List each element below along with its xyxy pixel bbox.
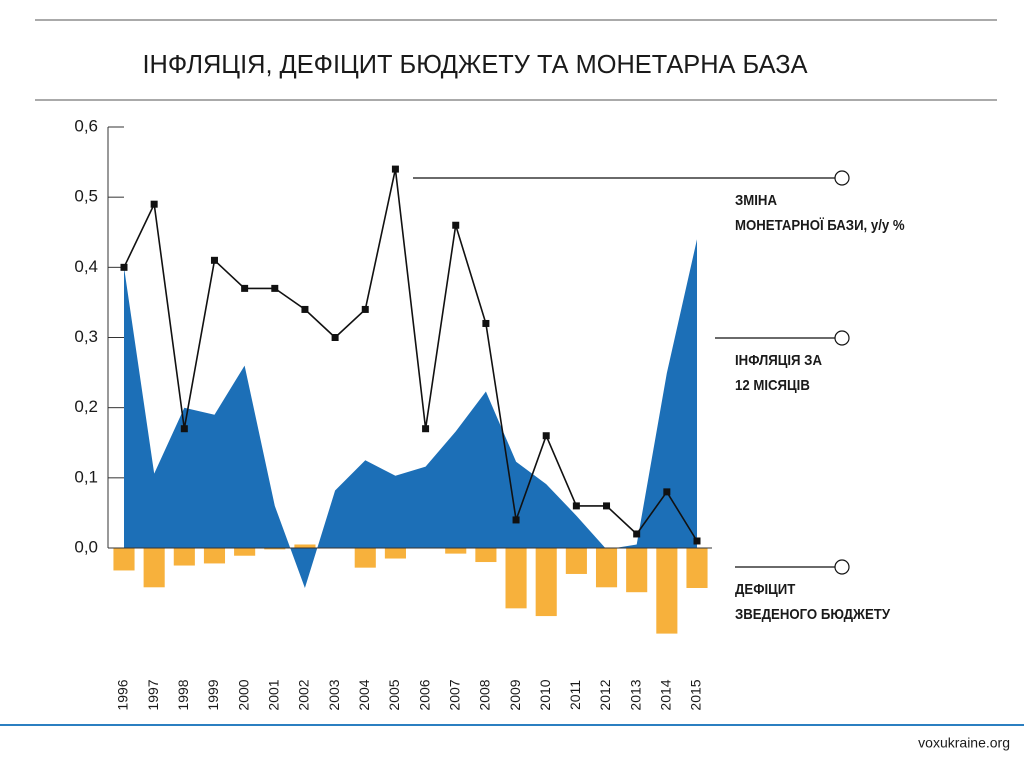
point	[241, 284, 249, 292]
x-tick-label: 2015	[688, 679, 704, 710]
point	[210, 256, 218, 264]
x-tick-label: 1999	[205, 679, 221, 710]
legend-label: ІНФЛЯЦІЯ ЗА 12 МІСЯЦІВ	[735, 352, 822, 394]
point	[572, 502, 580, 510]
point	[542, 432, 550, 440]
x-tick-label: 2001	[265, 679, 281, 710]
point	[391, 165, 399, 173]
x-tick-label: 2006	[416, 679, 432, 710]
point	[512, 516, 520, 524]
point	[271, 284, 279, 292]
y-tick-label: 0,1	[74, 467, 98, 486]
bar	[445, 548, 467, 554]
legend-marker	[834, 170, 850, 186]
y-tick-label: 0,2	[74, 397, 98, 416]
point	[693, 537, 701, 545]
line	[123, 168, 698, 542]
legend-marker	[834, 330, 850, 346]
x-tick-label: 2000	[235, 679, 251, 710]
legend-label: ЗМІНА МОНЕТАРНОЇ БАЗИ, у/у %	[735, 192, 905, 234]
bar	[384, 548, 406, 559]
x-tick-label: 2009	[507, 679, 523, 710]
point	[482, 319, 490, 327]
point	[452, 221, 460, 229]
point	[301, 305, 309, 313]
bar	[535, 548, 557, 617]
bar	[264, 548, 286, 550]
legend-marker	[834, 559, 850, 575]
y-tick-label: 0,4	[74, 257, 98, 276]
bar	[294, 544, 316, 548]
x-tick-label: 2010	[537, 679, 553, 710]
x-tick-label: 2011	[567, 680, 583, 710]
x-tick-label: 2002	[296, 679, 312, 710]
y-tick-label: 0,0	[74, 537, 98, 556]
bar	[234, 548, 256, 556]
bar	[565, 548, 587, 574]
x-tick-label: 1996	[115, 679, 131, 710]
point	[663, 488, 671, 496]
point	[180, 425, 188, 433]
bar	[203, 548, 226, 564]
x-tick-label: 2013	[627, 679, 643, 710]
x-tick-label: 2008	[477, 679, 493, 710]
y-tick-label: 0,5	[74, 187, 98, 206]
x-tick-label: 2014	[658, 679, 674, 710]
point	[361, 305, 369, 313]
point	[331, 334, 339, 341]
chart-title: ІНФЛЯЦІЯ, ДЕФІЦИТ БЮДЖЕТУ ТА МОНЕТАРНА Б…	[143, 49, 809, 79]
point	[422, 425, 430, 433]
point	[603, 502, 611, 510]
bar	[173, 548, 195, 566]
point	[120, 263, 128, 271]
x-tick-label: 2004	[356, 679, 372, 710]
x-tick-label: 2003	[326, 679, 342, 710]
bar	[656, 548, 678, 634]
legend-label: ДЕФІЦИТ ЗВЕДЕНОГО БЮДЖЕТУ	[735, 581, 891, 623]
bar	[595, 548, 618, 588]
bar	[686, 548, 708, 588]
y-tick-label: 0,6	[74, 116, 98, 135]
x-tick-label: 2012	[597, 679, 613, 710]
point	[633, 530, 641, 538]
bar	[505, 548, 527, 609]
bar	[354, 548, 376, 568]
point	[150, 200, 158, 208]
bar	[113, 548, 135, 571]
x-tick-label: 1998	[175, 679, 191, 710]
x-tick-label: 2005	[386, 679, 402, 710]
x-tick-label: 2007	[446, 679, 462, 710]
bar	[143, 548, 165, 588]
bar	[475, 548, 497, 563]
source: voxukraine.org	[918, 735, 1010, 751]
y-tick-label: 0,3	[74, 327, 98, 346]
area	[124, 239, 697, 589]
bar	[626, 548, 648, 593]
x-tick-label: 1997	[145, 679, 161, 710]
